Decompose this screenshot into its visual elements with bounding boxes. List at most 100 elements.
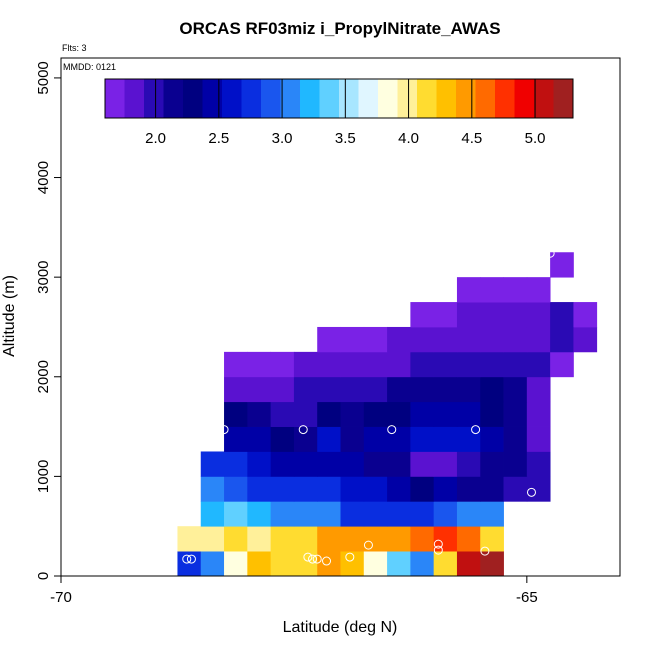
sample-point — [308, 554, 318, 564]
mmdd-note: MMDD: 0121 — [63, 62, 116, 72]
colorbar-segment — [222, 79, 242, 118]
heatmap-cell — [340, 451, 365, 477]
heatmap-cell — [247, 526, 272, 552]
heatmap-cell — [340, 551, 365, 577]
heatmap-cell — [247, 401, 272, 427]
colorbar-segment — [417, 79, 437, 118]
colorbar-segment — [534, 79, 554, 118]
heatmap-cell — [480, 551, 504, 577]
heatmap-cell — [526, 302, 551, 328]
heatmap-cell — [270, 476, 295, 502]
heatmap-cell — [340, 351, 365, 378]
heatmap-cell — [480, 476, 504, 502]
heatmap-cell — [224, 376, 248, 403]
sample-point — [210, 441, 220, 450]
sample-points — [182, 248, 555, 566]
heatmap-cell — [224, 551, 248, 577]
heatmap-cell — [270, 501, 295, 527]
heatmap-cell — [317, 401, 341, 427]
heatmap-cell — [247, 376, 272, 403]
sample-point — [182, 554, 192, 564]
heatmap-cell — [456, 476, 481, 502]
heatmap-cell — [550, 302, 574, 328]
heatmap-cell — [456, 277, 481, 303]
colorbar-tick-label: 3.0 — [272, 130, 293, 147]
heatmap-cell — [456, 426, 481, 452]
heatmap-cell — [573, 326, 598, 353]
colorbar-segment — [339, 79, 359, 118]
colorbar-segment — [202, 79, 223, 118]
y-tick-label: 1000 — [35, 460, 52, 493]
x-tick-label: -65 — [516, 589, 538, 606]
heatmap-cell — [270, 551, 295, 577]
heatmap-cell — [526, 426, 551, 452]
heatmap-cell — [270, 376, 295, 403]
heatmap-cell — [433, 401, 458, 427]
sample-point — [214, 348, 224, 358]
heatmap-cell — [480, 326, 504, 353]
plot-frame — [60, 57, 621, 577]
heatmap-cell — [363, 451, 388, 477]
colorbar-segment — [553, 79, 574, 118]
colorbar-segment — [183, 79, 203, 118]
heatmap-cell — [526, 326, 551, 353]
colorbar-segment — [378, 79, 398, 118]
heatmap-cell — [410, 551, 435, 577]
colorbar-tick-label: 5.0 — [525, 130, 546, 147]
heatmap-cell — [456, 501, 481, 527]
heatmap-cell — [363, 376, 388, 403]
heatmap-cell — [317, 526, 341, 552]
heatmap-cell — [270, 451, 295, 477]
heatmap-cell — [317, 451, 341, 477]
colorbar-segment — [495, 79, 515, 118]
y-tick-label: 3000 — [35, 260, 52, 293]
heatmap-cell — [293, 401, 318, 427]
heatmap-cell — [317, 351, 341, 378]
heatmap-cell — [340, 476, 365, 502]
colorbar-segment — [261, 79, 281, 118]
heatmap-cell — [363, 401, 388, 427]
heatmap-cell — [480, 351, 504, 378]
colorbar-segment — [144, 79, 164, 118]
heatmap-cell — [317, 501, 341, 527]
y-axis-title: Altitude (m) — [1, 275, 18, 357]
chart-title: ORCAS RF03miz i_PropylNitrate_AWAS — [179, 19, 500, 38]
heatmap-cell — [433, 551, 458, 577]
colorbar-tick-label: 2.0 — [145, 130, 166, 147]
heatmap-cell — [363, 351, 388, 378]
heatmap-cell — [293, 426, 318, 452]
heatmap-cell — [247, 501, 272, 527]
heatmap-cell — [433, 426, 458, 452]
heatmap-cell — [224, 501, 248, 527]
colorbar-segment — [514, 79, 535, 118]
heatmap-cell — [433, 476, 458, 502]
heatmap-cell — [410, 376, 435, 403]
heatmap-cell — [410, 451, 435, 477]
heatmap-cell — [503, 401, 528, 427]
colorbar-tick-label: 4.5 — [461, 130, 482, 147]
heatmap-cell — [410, 351, 435, 378]
heatmap-cell — [387, 451, 411, 477]
colorbar-segment — [319, 79, 340, 118]
heatmap-cell — [247, 451, 272, 477]
heatmap-cell — [387, 526, 411, 552]
heatmap-cell — [224, 401, 248, 427]
heatmap-cell — [340, 326, 365, 353]
heatmap-cell — [200, 526, 225, 552]
heatmap-cell — [456, 551, 481, 577]
y-tick-label: 5000 — [35, 61, 52, 94]
y-tick-label: 4000 — [35, 161, 52, 194]
y-tick-label: 0 — [35, 572, 52, 580]
heatmap-cell — [456, 351, 481, 378]
heatmap-cell — [247, 426, 272, 452]
colorbar-segment — [163, 79, 184, 118]
heatmap-cell — [456, 302, 481, 328]
sample-point — [480, 546, 490, 556]
heatmap-cell — [480, 302, 504, 328]
colorbar-segment — [358, 79, 379, 118]
heatmap-cell — [550, 351, 574, 378]
sample-point — [303, 552, 313, 562]
heatmap-cell — [387, 426, 411, 452]
heatmap-cell — [224, 426, 248, 452]
heatmap-cell — [550, 326, 574, 353]
